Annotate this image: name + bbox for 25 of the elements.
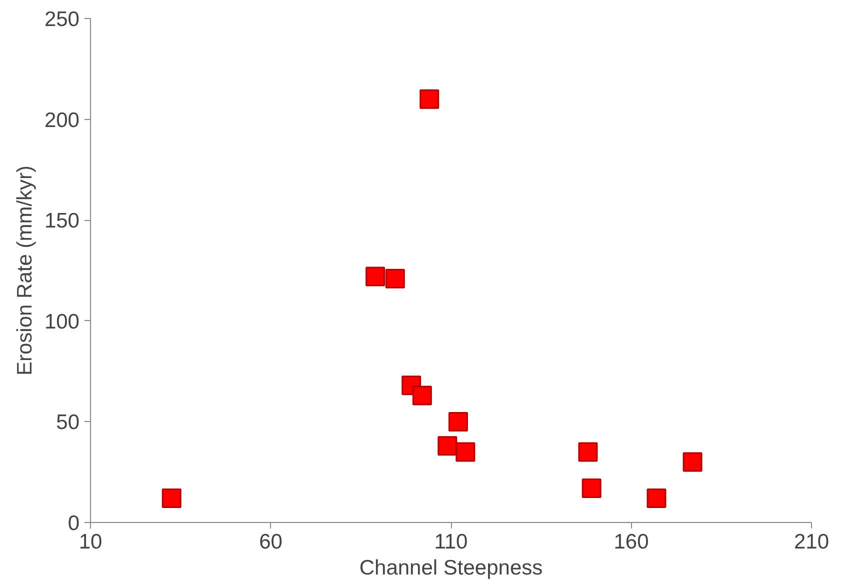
y-tick-label: 250	[44, 8, 80, 31]
point	[456, 442, 476, 462]
y-tick-label: 50	[56, 411, 80, 434]
point	[438, 436, 458, 456]
point	[420, 89, 440, 109]
y-axis-title: Erosion Rate (mm/kyr)	[13, 165, 36, 376]
point	[682, 452, 702, 472]
x-tick-label: 210	[794, 530, 830, 554]
x-tick-label: 60	[259, 530, 282, 554]
point	[366, 266, 386, 286]
x-tick-label: 10	[78, 530, 102, 554]
point	[412, 386, 432, 406]
point	[162, 488, 182, 508]
point	[646, 488, 666, 508]
x-axis-title: Channel Steepness	[359, 556, 543, 580]
x-tick-label: 110	[434, 530, 468, 554]
y-tick-label: 100	[44, 310, 80, 334]
point	[448, 412, 468, 432]
x-tick-label: 160	[614, 530, 649, 554]
point	[578, 442, 598, 462]
y-tick-label: 200	[44, 108, 80, 132]
point	[385, 268, 405, 288]
y-tick-label: 0	[68, 512, 80, 535]
point	[582, 478, 602, 498]
y-tick-label: 150	[44, 210, 80, 233]
